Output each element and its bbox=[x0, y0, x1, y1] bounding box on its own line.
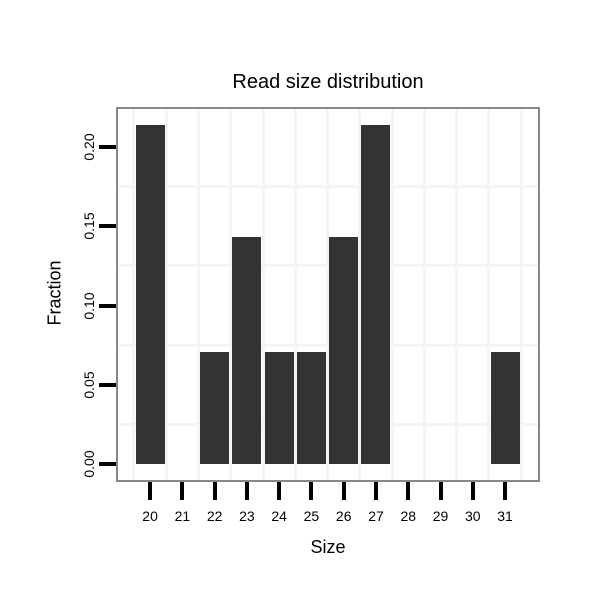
bar bbox=[296, 351, 326, 465]
grid-line-vertical bbox=[326, 108, 330, 481]
grid-line-horizontal bbox=[118, 343, 538, 347]
x-axis-tick bbox=[309, 482, 314, 500]
y-axis-tick bbox=[99, 224, 117, 229]
grid-line-vertical bbox=[164, 108, 168, 481]
x-tick-label: 27 bbox=[368, 508, 384, 524]
y-tick-label: 0.05 bbox=[81, 371, 97, 399]
grid-line-horizontal bbox=[118, 264, 538, 268]
x-tick-label: 20 bbox=[142, 508, 158, 524]
grid-line-vertical bbox=[487, 108, 491, 481]
bar bbox=[329, 237, 359, 465]
x-tick-label: 31 bbox=[497, 508, 513, 524]
x-axis-tick bbox=[503, 482, 508, 500]
grid-line-vertical bbox=[229, 108, 233, 481]
x-tick-label: 28 bbox=[400, 508, 417, 524]
y-tick-label: 0.00 bbox=[81, 450, 97, 479]
x-axis-tick bbox=[406, 482, 411, 500]
bar bbox=[490, 351, 520, 465]
grid-line-vertical bbox=[519, 108, 523, 481]
grid-line-horizontal bbox=[118, 423, 538, 427]
y-axis-tick bbox=[99, 462, 117, 467]
x-axis-tick bbox=[180, 482, 185, 500]
grid-line-vertical bbox=[132, 108, 136, 481]
y-tick-label: 0.20 bbox=[81, 133, 97, 161]
grid-line-vertical bbox=[422, 108, 426, 481]
grid-line-vertical bbox=[293, 108, 297, 481]
y-tick-label: 0.15 bbox=[81, 212, 97, 240]
x-axis-tick bbox=[438, 482, 443, 500]
x-axis-tick bbox=[341, 482, 346, 500]
x-tick-label: 24 bbox=[271, 508, 287, 524]
grid-line-vertical bbox=[261, 108, 265, 481]
bar bbox=[232, 237, 262, 465]
grid-line-vertical bbox=[197, 108, 200, 481]
x-axis-label: Size bbox=[310, 537, 346, 557]
chart-title: Read size distribution bbox=[232, 71, 424, 93]
x-axis-tick bbox=[212, 482, 217, 500]
x-tick-label: 22 bbox=[206, 508, 223, 524]
y-axis-label: Fraction bbox=[44, 260, 65, 326]
plot-panel-border bbox=[116, 107, 540, 482]
x-axis-tick bbox=[244, 482, 249, 500]
y-axis-tick bbox=[99, 303, 117, 308]
y-tick-label: 0.10 bbox=[81, 291, 97, 320]
x-tick-label: 29 bbox=[432, 508, 449, 524]
x-axis-tick bbox=[277, 482, 282, 500]
x-tick-label: 23 bbox=[239, 508, 255, 524]
x-axis-tick bbox=[373, 482, 378, 500]
grid-line-vertical bbox=[390, 108, 394, 481]
grid-line-vertical bbox=[358, 108, 362, 481]
bar bbox=[200, 351, 230, 465]
bar bbox=[264, 351, 294, 465]
x-axis-tick bbox=[470, 482, 475, 500]
x-tick-label: 25 bbox=[303, 508, 320, 524]
grid-line-horizontal bbox=[118, 185, 538, 188]
x-tick-label: 21 bbox=[174, 508, 191, 524]
x-axis-tick bbox=[148, 482, 153, 500]
x-tick-label: 30 bbox=[465, 508, 481, 524]
y-axis-tick bbox=[99, 144, 117, 149]
x-tick-label: 26 bbox=[335, 508, 352, 524]
bar bbox=[361, 124, 391, 465]
y-axis-tick bbox=[99, 383, 117, 387]
bar bbox=[135, 124, 165, 465]
grid-line-vertical bbox=[455, 108, 459, 481]
